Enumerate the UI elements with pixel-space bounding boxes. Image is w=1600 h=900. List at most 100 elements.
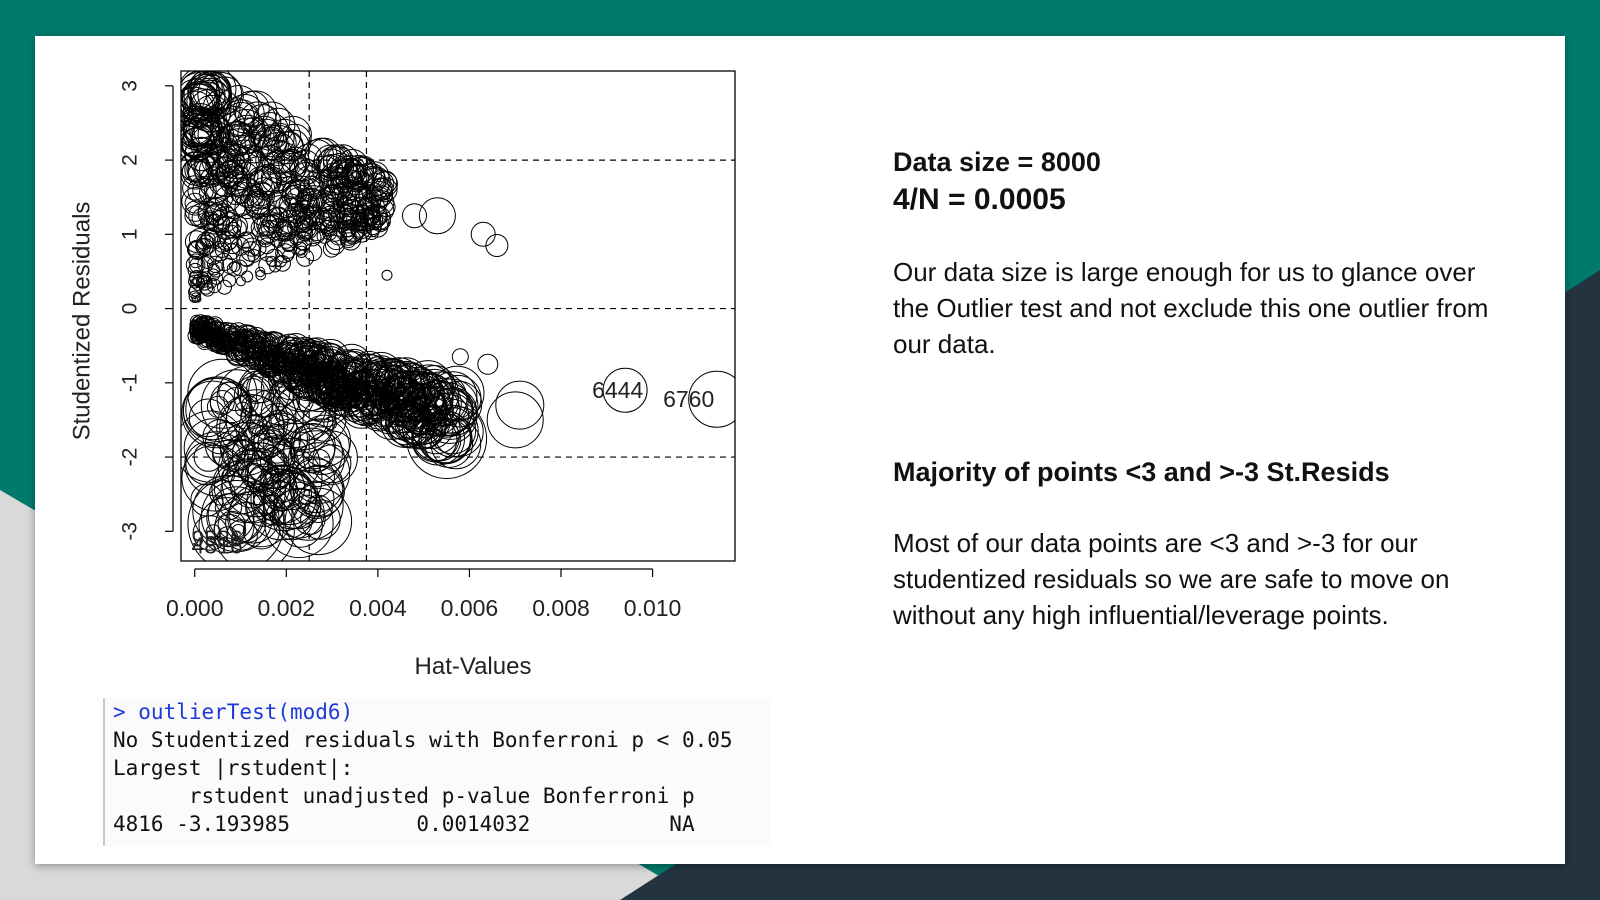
data-point [261,409,298,446]
x-tick-label: 0.000 [166,595,224,621]
r-console-output: > outlierTest(mod6) No Studentized residu… [103,698,770,846]
data-point [257,429,285,457]
data-point [225,501,267,544]
data-point [246,372,277,404]
data-point [360,172,389,202]
console-table-row: 4816 -3.193985 0.0014032 NA [113,812,695,836]
data-point [190,124,229,163]
data-point [199,231,216,248]
y-tick-label: 2 [119,154,142,166]
data-point [189,270,205,286]
console-table-header: rstudent unadjusted p-value Bonferroni p [113,784,695,808]
data-point [205,524,222,541]
data-point [295,345,325,376]
data-point [217,510,246,539]
data-point [181,83,217,121]
data-point [265,424,285,443]
data-point [203,329,212,338]
data-point [197,272,210,284]
data-point [266,189,291,214]
data-point [362,395,397,430]
residuals-paragraph: Most of our data points are <3 and >-3 f… [893,528,1450,630]
data-point [219,231,239,250]
data-point [194,295,202,303]
data-point [192,314,210,332]
data-point [273,148,308,183]
data-point [240,407,257,425]
data-point [247,249,261,263]
data-point [364,189,389,213]
data-point [311,155,339,183]
data-point [191,208,211,228]
data-point [217,440,273,496]
point-label: 6760 [663,386,714,412]
data-point [189,323,205,339]
point-label: 4816 [192,532,243,558]
x-tick-label: 0.008 [532,595,590,621]
data-point [212,430,254,472]
data-point [189,228,211,250]
data-point [402,203,427,229]
data-point [381,269,393,281]
data-point [188,274,203,289]
data-point [269,260,282,273]
y-tick-label: -3 [119,522,142,541]
data-point [208,334,226,352]
data-point [292,367,353,428]
data-point [188,203,214,229]
data-point [390,396,432,439]
data-point [226,261,242,277]
data-point [385,380,429,424]
data-point [371,214,390,233]
data-point [250,165,282,197]
data-point [208,166,239,197]
data-size-heading: Data size = 8000 [893,147,1101,177]
data-point [212,331,233,352]
data-point [234,144,266,176]
data-point [278,197,305,224]
data-point [191,330,200,339]
data-point [248,357,316,426]
data-point [209,240,230,262]
data-point [197,71,243,117]
x-tick-label: 0.010 [624,595,682,621]
data-point [495,380,545,430]
data-point [385,371,429,415]
data-point [275,243,295,263]
data-point [259,205,283,228]
data-point [251,331,279,359]
data-point [228,326,249,347]
data-point [280,233,298,251]
data-point [231,334,250,353]
x-tick-label: 0.004 [349,595,407,621]
data-point [236,246,256,267]
data-point [204,178,229,204]
data-point [259,331,283,355]
data-point [410,385,461,436]
data-point [226,435,255,464]
data-point [284,487,353,556]
data-point [226,519,258,551]
data-point [191,276,206,291]
data-point [257,219,275,237]
data-point [320,184,343,206]
data-point [214,493,243,521]
data-point [248,118,285,155]
data-point [218,381,240,403]
scatter-plot-svg: 0.000 0.002 0.004 0.006 0.008 0.010 -3 -2 -1 0 1 2 3… [68,70,736,680]
data-point [327,203,347,223]
data-point [217,279,232,295]
data-point [406,398,488,479]
data-point [298,337,328,368]
data-point [237,117,271,151]
data-point [287,219,304,236]
data-point [260,214,284,239]
data-point [260,162,293,194]
data-point [271,352,302,383]
data-point [261,132,296,166]
data-point [424,419,474,468]
data-point [219,394,285,461]
data-point [196,233,214,251]
data-point [206,395,230,418]
data-point [207,260,225,278]
